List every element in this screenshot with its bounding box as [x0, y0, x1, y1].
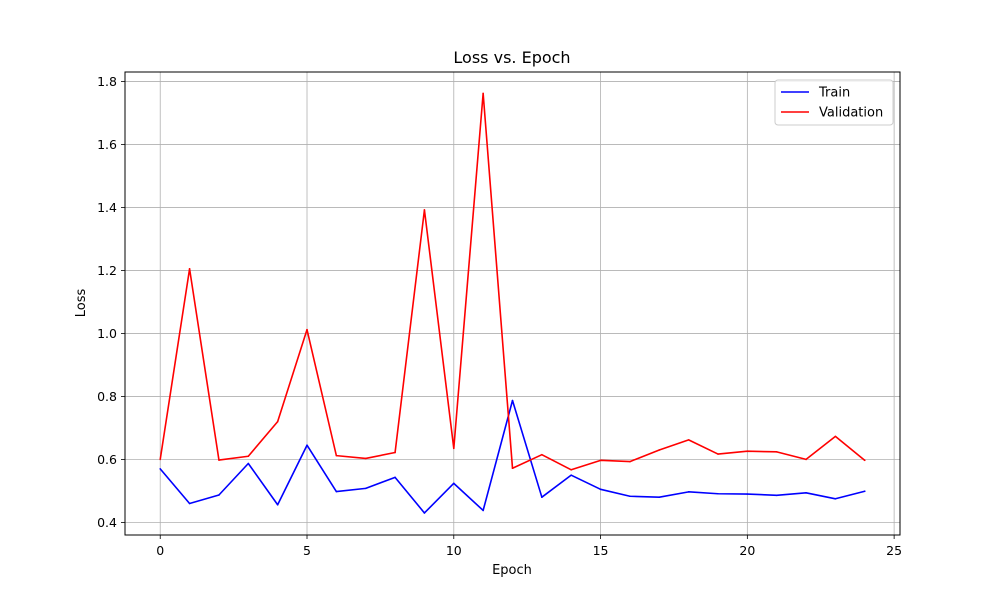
data-point-train — [188, 502, 191, 505]
data-point-validation — [805, 458, 807, 461]
data-point-train — [746, 493, 749, 495]
data-point-validation — [482, 92, 484, 95]
series-group — [159, 92, 866, 514]
data-point-train — [394, 476, 396, 479]
x-axis-label: Epoch — [492, 563, 532, 578]
data-point-validation — [423, 209, 426, 211]
data-point-train — [511, 399, 514, 402]
data-point-train — [482, 509, 484, 512]
data-point-train — [658, 496, 661, 499]
x-tick-label: 20 — [739, 543, 755, 558]
plot-frame — [124, 71, 901, 536]
data-point-validation — [629, 460, 631, 463]
x-tick-label: 0 — [156, 543, 164, 558]
data-point-validation — [218, 459, 220, 461]
data-point-train — [218, 494, 220, 496]
data-point-train — [306, 444, 308, 447]
y-tick-label: 0.6 — [97, 452, 117, 467]
y-tick-label: 1.2 — [97, 263, 117, 278]
y-tick-label: 1.6 — [97, 137, 117, 152]
data-point-train — [335, 490, 338, 493]
data-point-train — [247, 462, 250, 465]
data-point-train — [629, 495, 631, 498]
data-point-validation — [394, 451, 396, 454]
legend: Train Validation — [774, 79, 894, 126]
y-tick-label: 1.0 — [97, 326, 117, 341]
y-axis-label: Loss — [74, 289, 89, 318]
y-tick-label: 0.8 — [97, 389, 117, 404]
data-point-train — [423, 512, 426, 514]
data-point-validation — [863, 459, 866, 462]
data-point-train — [570, 474, 573, 476]
data-point-validation — [306, 328, 308, 331]
data-point-validation — [188, 268, 191, 270]
chart-title: Loss vs. Epoch — [453, 48, 570, 67]
data-point-train — [834, 497, 837, 500]
data-point-train — [863, 490, 866, 493]
data-point-validation — [159, 458, 162, 461]
data-point-train — [599, 488, 602, 491]
x-tick-label: 10 — [446, 543, 462, 558]
data-point-validation — [746, 450, 749, 453]
y-tick-label: 1.8 — [97, 74, 117, 89]
axis-ticks: 0 5 10 15 20 25 0.4 0.6 0.8 1.0 1.2 1.4 1.6 1.8 — [97, 74, 902, 558]
y-tick-label: 1.4 — [97, 200, 117, 215]
data-point-train — [159, 468, 162, 470]
data-point-train — [452, 482, 455, 485]
grid-lines — [125, 72, 900, 535]
data-point-validation — [717, 453, 719, 455]
data-point-validation — [775, 451, 778, 453]
data-point-validation — [364, 457, 367, 460]
data-point-train — [775, 494, 778, 497]
data-point-validation — [511, 467, 514, 470]
data-point-validation — [541, 453, 543, 456]
data-point-train — [805, 491, 807, 494]
data-point-train — [687, 491, 690, 493]
data-point-validation — [247, 455, 250, 458]
y-tick-label: 0.4 — [97, 515, 117, 530]
legend-label: Train — [818, 86, 850, 101]
data-point-validation — [276, 420, 279, 423]
x-tick-label: 25 — [886, 543, 902, 558]
legend-label: Validation — [819, 106, 883, 121]
data-point-train — [364, 487, 367, 490]
data-point-validation — [452, 447, 455, 450]
data-point-train — [276, 503, 279, 506]
x-tick-label: 15 — [593, 543, 609, 558]
x-tick-label: 5 — [303, 543, 311, 558]
data-point-train — [541, 496, 543, 499]
data-point-validation — [687, 439, 690, 441]
data-point-validation — [570, 469, 573, 471]
data-point-train — [717, 492, 719, 495]
data-point-validation — [599, 459, 602, 462]
data-point-validation — [335, 454, 338, 457]
data-point-validation — [834, 435, 837, 438]
data-point-validation — [658, 449, 661, 451]
